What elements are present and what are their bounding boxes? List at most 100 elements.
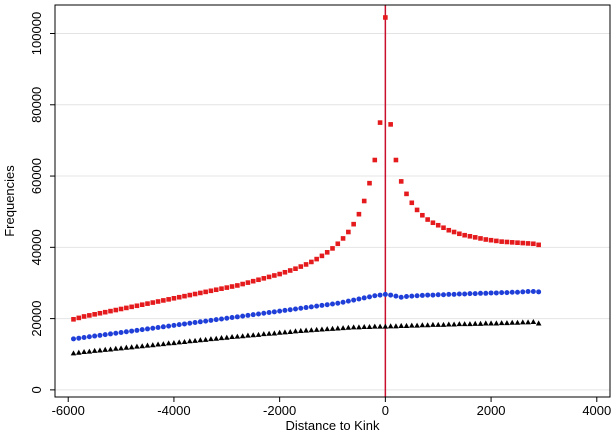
data-point — [425, 217, 430, 222]
data-point — [224, 285, 230, 290]
data-point — [414, 322, 420, 328]
data-point — [224, 315, 230, 321]
data-point — [102, 346, 109, 352]
data-point — [435, 292, 441, 298]
data-point — [256, 311, 261, 317]
data-point — [430, 220, 436, 226]
y-tick-label: 60000 — [29, 158, 44, 194]
data-point — [86, 348, 93, 354]
data-point — [161, 298, 166, 303]
data-point — [388, 292, 394, 298]
data-point — [361, 198, 367, 204]
y-tick-label: 100000 — [29, 12, 44, 55]
data-point — [372, 157, 378, 163]
x-axis-ticks: -6000 -4000 -2000 0 2000 4000 — [52, 397, 611, 418]
data-point — [124, 305, 129, 311]
data-point — [335, 241, 341, 247]
data-point — [260, 331, 267, 337]
y-tick-label: 0 — [29, 386, 44, 393]
data-point — [272, 273, 277, 278]
data-point — [393, 293, 399, 299]
data-point — [493, 290, 499, 296]
data-point — [525, 319, 531, 325]
data-point — [218, 335, 225, 341]
data-point — [419, 292, 425, 298]
data-point — [139, 327, 145, 333]
data-point — [324, 250, 330, 255]
data-point — [462, 232, 467, 238]
data-point — [340, 236, 346, 241]
data-point — [239, 333, 246, 339]
data-point — [166, 323, 172, 329]
data-point — [134, 327, 140, 333]
y-tick-label: 80000 — [29, 87, 44, 123]
data-point — [261, 310, 267, 316]
data-point — [371, 323, 378, 329]
data-point — [176, 322, 182, 328]
data-point — [219, 316, 224, 322]
data-point — [250, 332, 257, 338]
data-point — [482, 320, 489, 326]
data-point — [451, 229, 457, 235]
data-point — [92, 333, 98, 339]
data-point — [102, 309, 108, 315]
data-point — [229, 284, 235, 289]
data-point — [536, 242, 541, 248]
data-point — [356, 211, 362, 217]
data-point — [208, 336, 214, 342]
data-point — [504, 320, 510, 326]
data-point — [150, 300, 156, 305]
data-point — [424, 322, 431, 328]
data-point — [319, 326, 325, 332]
data-point — [234, 333, 241, 339]
data-point — [282, 329, 288, 335]
data-point — [123, 329, 129, 335]
data-point — [361, 295, 367, 301]
data-point — [245, 280, 251, 285]
data-point — [340, 325, 346, 331]
data-point — [287, 328, 294, 335]
data-point — [277, 271, 282, 277]
data-point — [351, 221, 356, 227]
data-point — [107, 346, 114, 352]
data-point — [139, 302, 145, 308]
data-point — [430, 321, 436, 327]
data-point — [166, 297, 171, 302]
data-point — [456, 291, 462, 297]
data-point — [134, 303, 140, 309]
data-point — [112, 345, 119, 351]
data-point — [155, 299, 161, 304]
data-point — [197, 337, 204, 343]
data-point — [229, 315, 235, 321]
data-point — [356, 296, 362, 302]
data-point — [488, 237, 494, 243]
data-point — [467, 321, 473, 327]
data-point — [383, 15, 388, 20]
data-point — [531, 241, 536, 247]
data-point — [361, 323, 368, 330]
data-point — [514, 319, 521, 325]
data-point — [504, 239, 510, 245]
data-point — [219, 286, 224, 291]
data-point — [81, 314, 87, 319]
data-point — [462, 291, 468, 297]
data-point — [520, 289, 526, 295]
data-point — [192, 320, 198, 326]
data-point — [520, 240, 526, 246]
data-point — [483, 237, 489, 242]
data-point — [367, 294, 372, 300]
data-point — [186, 338, 193, 344]
data-point — [266, 330, 272, 336]
data-point — [435, 222, 441, 228]
data-point — [346, 229, 351, 235]
data-point — [86, 334, 92, 340]
data-point — [165, 340, 172, 346]
data-point — [92, 312, 97, 317]
data-point — [536, 289, 542, 295]
data-point — [387, 323, 394, 329]
data-point — [519, 319, 526, 325]
x-axis-title: Distance to Kink — [286, 418, 380, 433]
data-point — [245, 312, 251, 318]
data-point — [213, 317, 219, 323]
data-point — [446, 291, 452, 297]
